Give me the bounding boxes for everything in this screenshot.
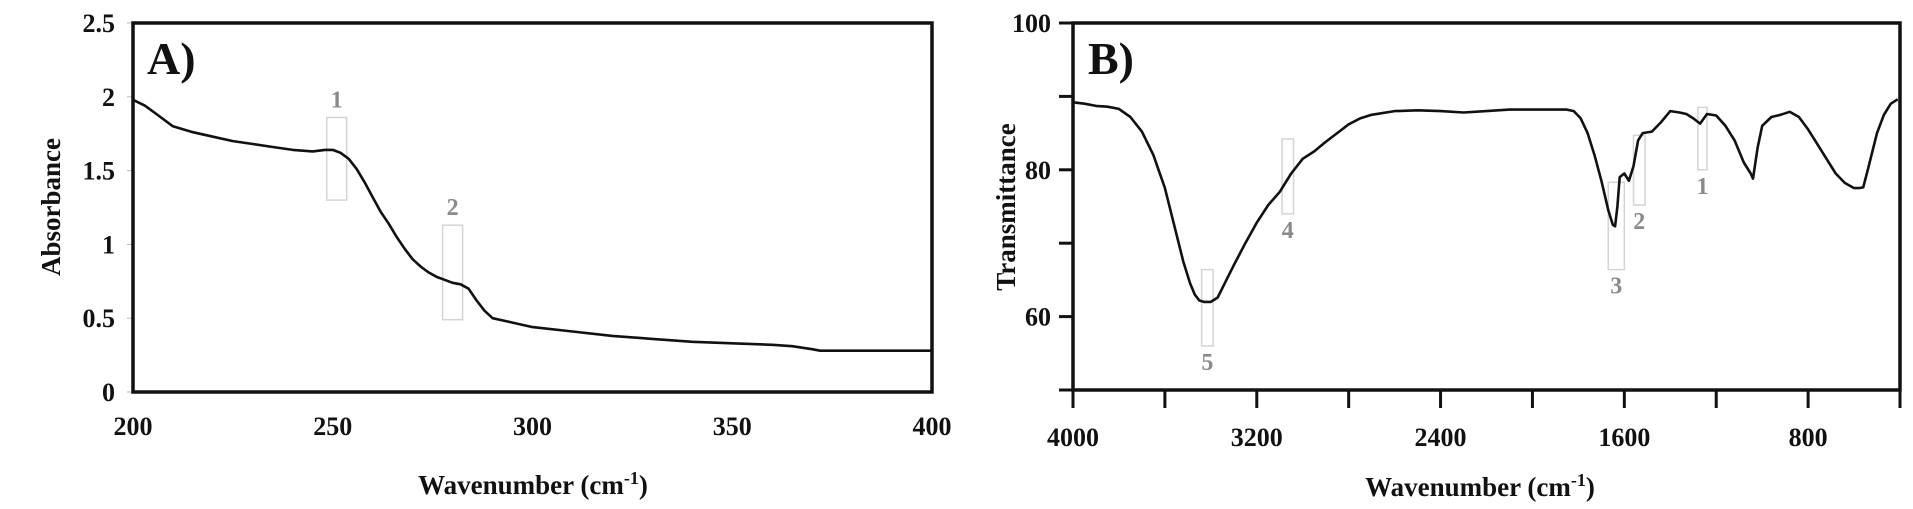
panel-a-x-axis-title: Wavenumber (cm-1) [418,468,648,500]
panel-a-x-ticks: 200 250 300 350 400 [114,412,952,441]
annotation-box [1607,181,1626,271]
annotation-box [1632,134,1646,206]
panel-b-ftir-chart: 60 80 100 4000 3200 2400 1600 800 1 2 3 4 5 B) Tra… [991,9,1902,502]
y-tick-label: 60 [1025,303,1051,332]
annotation-label: 4 [1282,218,1294,244]
annotation-label: 1 [1696,174,1708,200]
x-tick-label: 800 [1789,423,1828,452]
panel-b-annotations: 1 2 3 4 5 [1200,106,1708,376]
panel-b-x-ticks: 4000 3200 2400 1600 800 [1047,390,1902,452]
x-tick-label: 4000 [1047,423,1099,452]
annotation-label: 1 [331,87,343,113]
panel-b-x-axis-title: Wavenumber (cm-1) [1365,470,1595,502]
panel-b-y-axis-title: Transmittance [991,123,1021,290]
panel-b-y-ticks: 60 80 100 [1012,9,1073,392]
y-tick-label: 0 [102,378,115,407]
y-tick-label: 1.5 [83,157,116,186]
panel-a-y-ticks: 0 0.5 1 1.5 2 2.5 [83,9,133,407]
x-tick-label: 250 [313,412,352,441]
annotation-box [1281,138,1295,215]
panel-b-label: B) [1088,33,1134,84]
y-tick-label: 100 [1012,9,1051,38]
panel-b-transmittance-curve [1072,98,1899,304]
panel-a-label: A) [147,33,196,84]
x-tick-label: 3200 [1231,423,1283,452]
x-tick-label: 1600 [1598,423,1650,452]
y-tick-label: 80 [1025,156,1051,185]
annotation-box [1697,106,1708,171]
panel-a-annotations: 12 [326,87,464,321]
panel-a-y-axis-title: Absorbance [36,138,66,276]
annotation-label: 2 [1633,209,1645,235]
y-tick-label: 1 [102,230,115,259]
annotation-box [1200,268,1214,347]
annotation-box [441,224,464,321]
y-tick-label: 2 [102,83,115,112]
x-tick-label: 350 [713,412,752,441]
x-tick-label: 2400 [1415,423,1467,452]
x-tick-label: 300 [513,412,552,441]
panel-a-plot-frame [131,21,934,394]
y-tick-label: 2.5 [83,9,116,38]
x-tick-label: 400 [913,412,952,441]
annotation-box [326,116,348,201]
panel-b-plot-frame [1071,21,1902,392]
panel-a-absorbance-curve [132,98,932,352]
annotation-label: 3 [1610,274,1622,300]
annotation-label: 2 [447,195,459,221]
y-tick-label: 0.5 [83,304,116,333]
x-tick-label: 200 [114,412,153,441]
annotation-label: 5 [1201,350,1213,376]
panel-a-uv-vis-chart: 00.511.522.5 200 250 300 350 400 12 A) Absor… [36,9,952,500]
